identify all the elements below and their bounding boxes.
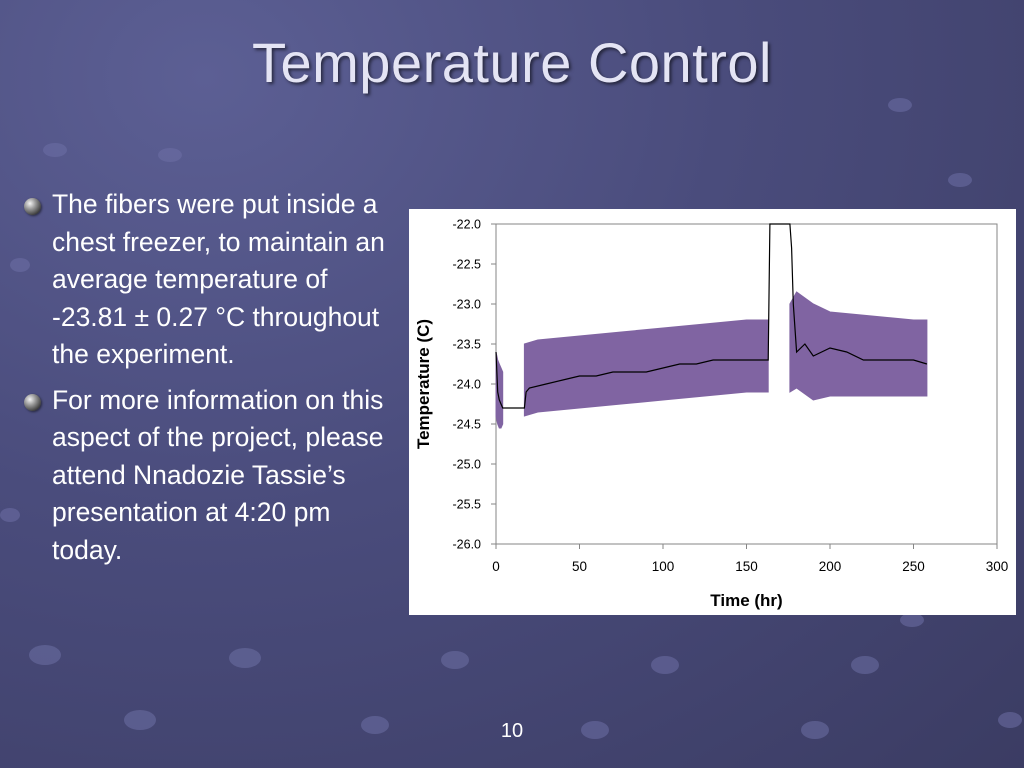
slide-title: Temperature Control xyxy=(252,31,772,94)
y-tick-label: -24.0 xyxy=(453,378,482,392)
bullet-text: For more information on this aspect of t… xyxy=(52,384,384,565)
x-tick-label: 0 xyxy=(492,559,500,574)
y-tick-label: -26.0 xyxy=(453,538,482,552)
bullet-item: For more information on this aspect of t… xyxy=(22,382,402,570)
x-tick-label: 150 xyxy=(735,559,758,574)
sphere-bullet-icon xyxy=(24,198,41,215)
y-tick-label: -25.5 xyxy=(453,498,482,512)
y-tick-label: -22.5 xyxy=(453,258,482,272)
x-tick-label: 50 xyxy=(572,559,587,574)
y-tick-label: -23.0 xyxy=(453,298,482,312)
x-axis-label: Time (hr) xyxy=(710,591,782,610)
y-tick-label: -24.5 xyxy=(453,418,482,432)
y-tick-label: -22.0 xyxy=(453,218,482,232)
y-tick-label: -23.5 xyxy=(453,338,482,352)
bullet-text: The fibers were put inside a chest freez… xyxy=(52,189,385,369)
x-tick-label: 200 xyxy=(819,559,842,574)
data-line xyxy=(495,223,928,409)
x-tick-label: 100 xyxy=(652,559,675,574)
y-tick-label: -25.0 xyxy=(453,458,482,472)
page-number: 10 xyxy=(500,720,524,742)
data-band xyxy=(523,319,769,417)
x-tick-label: 250 xyxy=(902,559,925,574)
y-axis-label: Temperature (C) xyxy=(414,319,433,449)
data-band xyxy=(495,351,504,429)
data-band xyxy=(789,291,928,401)
chart-svg: -22.0 -22.5 -23.0 -23.5 -24.0 -24.5 -25.0 -25.5… xyxy=(414,218,1009,611)
x-tick-label: 300 xyxy=(986,559,1009,574)
bullet-list: The fibers were put inside a chest freez… xyxy=(22,186,402,577)
sphere-bullet-icon xyxy=(24,393,41,411)
temperature-chart: -22.0 -22.5 -23.0 -23.5 -24.0 -24.5 -25.0 -25.5… xyxy=(409,209,1016,615)
bullet-item: The fibers were put inside a chest freez… xyxy=(22,186,402,374)
